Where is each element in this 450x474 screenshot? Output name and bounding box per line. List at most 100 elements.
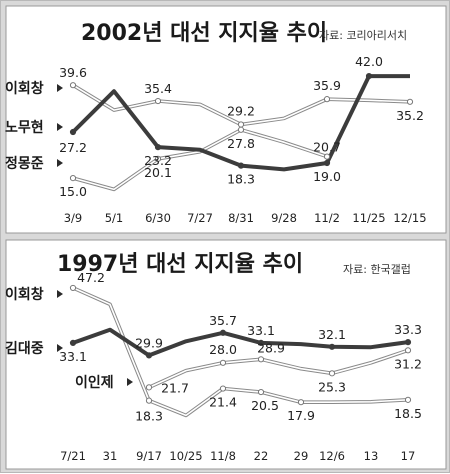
x-tick-label: 13: [364, 449, 379, 463]
data-point: [237, 126, 245, 133]
x-tick-label: 11/8: [210, 449, 236, 463]
data-point: [145, 352, 153, 359]
pointer-arrow-icon: [57, 123, 63, 131]
x-tick-label: 11/25: [352, 211, 385, 225]
data-label: 47.2: [77, 270, 105, 285]
x-tick-label: 22: [254, 449, 269, 463]
data-point: [154, 144, 162, 151]
data-point: [145, 384, 153, 391]
plot-area-1997: 7/21 31 9/17 10/25 11/8 22 29 12/6 13 17 47.2 18.3 2…: [5, 270, 422, 463]
data-label: 33.1: [247, 323, 275, 338]
x-tick-label: 31: [103, 449, 118, 463]
data-label: 42.0: [355, 54, 383, 69]
data-label: 27.2: [59, 140, 87, 155]
data-point: [237, 121, 245, 128]
data-label: 23.2: [144, 153, 172, 168]
data-point: [404, 396, 412, 403]
data-point: [365, 73, 373, 80]
data-point: [328, 343, 336, 350]
x-tick-label: 8/31: [228, 211, 254, 225]
data-label: 18.5: [394, 406, 422, 421]
x-tick-label: 6/30: [145, 211, 171, 225]
chart-2002-panel: 2002년 대선 지지율 추이 자료: 코리아리서치 3/9 5/1 6/30 7/2…: [1, 1, 450, 238]
series-line: [72, 287, 409, 417]
data-point: [219, 385, 227, 392]
data-label: 29.9: [135, 335, 163, 350]
chart-source-1997: 자료: 한국갤럽: [343, 262, 411, 276]
series-line: [148, 349, 409, 389]
data-point: [404, 339, 412, 346]
series-line: [72, 327, 409, 358]
x-tick-label: 11/2: [314, 211, 340, 225]
pointer-arrow-icon: [57, 159, 63, 167]
data-label: 35.2: [396, 108, 424, 123]
series-name-label: 이인제: [75, 374, 114, 391]
chart-title-2002: 2002년 대선 지지율 추이: [81, 21, 327, 46]
chart-1997: 1997년 대선 지지율 추이 자료: 한국갤럽 7/21 31 9/17 10/25…: [5, 239, 447, 470]
data-point: [323, 96, 331, 103]
series-name-label: 이회창: [5, 286, 44, 303]
data-point: [406, 98, 414, 105]
data-point: [69, 284, 77, 292]
x-tick-label: 29: [294, 449, 309, 463]
chart-1997-panel: 1997년 대선 지지율 추이 자료: 한국갤럽 7/21 31 9/17 10/25…: [1, 237, 450, 474]
data-label: 17.9: [287, 408, 315, 423]
data-label: 20.7: [313, 140, 341, 155]
data-point: [257, 356, 265, 363]
pointer-arrow-icon: [127, 378, 133, 386]
data-point: [69, 339, 77, 347]
data-label: 28.9: [257, 340, 285, 355]
x-tick-label: 12/6: [319, 449, 345, 463]
data-label: 25.3: [318, 379, 346, 394]
series-name-label: 노무현: [5, 120, 44, 136]
data-label: 35.7: [209, 313, 237, 328]
data-point: [219, 359, 227, 366]
data-point: [219, 329, 227, 336]
data-label: 20.5: [251, 398, 279, 413]
data-point: [69, 128, 77, 136]
data-label: 21.4: [209, 395, 237, 410]
data-label: 19.0: [313, 169, 341, 184]
x-tick-label: 9/28: [271, 211, 297, 225]
x-tick-label: 5/1: [105, 211, 124, 225]
data-label: 35.4: [144, 81, 172, 96]
data-label: 33.1: [59, 349, 87, 364]
pointer-arrow-icon: [57, 344, 63, 352]
data-point: [297, 399, 305, 406]
series-name-label: 정몽준: [5, 155, 44, 172]
data-point: [69, 175, 77, 182]
x-tick-label: 9/17: [136, 449, 162, 463]
chart-title-1997: 1997년 대선 지지율 추이: [57, 252, 303, 277]
data-point: [69, 82, 77, 89]
data-point: [154, 97, 162, 105]
pointer-arrow-icon: [57, 84, 63, 92]
x-tick-label: 7/21: [60, 449, 86, 463]
pointer-arrow-icon: [57, 290, 63, 298]
data-label: 20.1: [144, 165, 172, 180]
data-point: [404, 347, 412, 354]
x-tick-label: 7/27: [187, 211, 213, 225]
series-name-label: 이회창: [5, 80, 44, 97]
chart-2002: 2002년 대선 지지율 추이 자료: 코리아리서치 3/9 5/1 6/30 7/2…: [5, 5, 447, 234]
data-label: 27.8: [227, 136, 255, 151]
x-tick-label: 12/15: [393, 211, 426, 225]
data-label: 32.1: [318, 327, 346, 342]
data-label: 31.2: [394, 356, 422, 371]
data-label: 33.3: [394, 322, 422, 337]
data-label: 21.7: [161, 380, 189, 395]
x-tick-label: 3/9: [64, 211, 83, 225]
series-name-label: 김대중: [5, 340, 44, 357]
chart-source-2002: 자료: 코리아리서치: [319, 29, 407, 42]
data-point: [145, 397, 153, 404]
data-label: 18.3: [227, 172, 255, 187]
data-label: 39.6: [59, 65, 87, 80]
data-label: 28.0: [209, 342, 237, 357]
x-tick-label: 10/25: [169, 449, 202, 463]
data-label: 15.0: [59, 184, 87, 199]
data-label: 29.2: [227, 103, 255, 118]
data-point: [257, 388, 265, 396]
data-point: [323, 159, 331, 167]
data-point: [237, 162, 245, 169]
data-label: 18.3: [135, 409, 163, 424]
